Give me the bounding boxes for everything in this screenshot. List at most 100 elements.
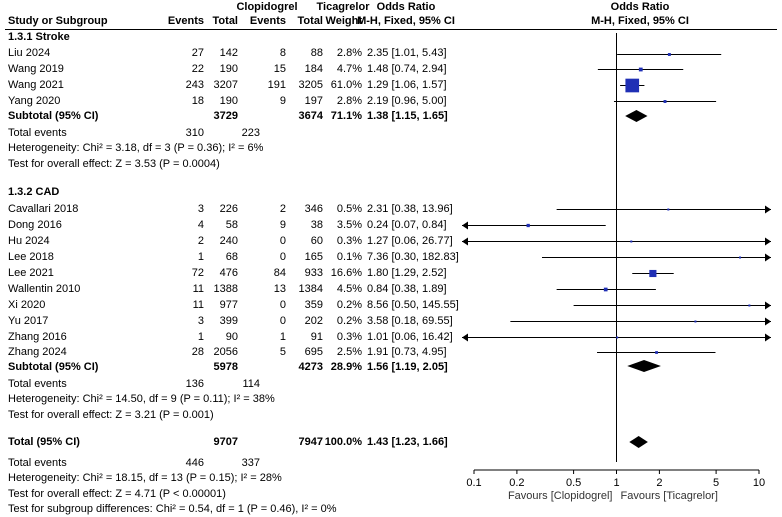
study-name: Xi 2020: [8, 299, 46, 311]
section-title: 1.3.1 Stroke: [8, 31, 70, 43]
ci-cell: 8.56 [0.50, 145.55]: [367, 299, 459, 311]
total2-cell: 695: [304, 346, 323, 358]
events2-cell: 84: [273, 267, 286, 279]
ci-cell: 1.27 [0.06, 26.77]: [367, 235, 453, 247]
x-tick-label: 1: [613, 477, 619, 489]
study-point: [649, 269, 657, 278]
weight-cell: 2.8%: [336, 95, 362, 107]
x-tick-label: 5: [713, 477, 719, 489]
study-point: [603, 287, 608, 292]
weight-cell: 0.2%: [336, 315, 362, 327]
study-name: Wang 2021: [8, 79, 64, 91]
ci-cell: 2.19 [0.96, 5.00]: [367, 95, 447, 107]
total-label: Total (95% CI): [8, 436, 80, 448]
events1-cell: 22: [191, 63, 204, 75]
total1-cell: 142: [219, 47, 238, 59]
subtotal-ci: 1.56 [1.19, 2.05]: [367, 361, 448, 373]
total-events1: 136: [185, 378, 204, 390]
total1-cell: 90: [225, 331, 238, 343]
total-total1: 9707: [213, 436, 238, 448]
events1-cell: 4: [197, 219, 204, 231]
x-tick-label: 0.2: [509, 477, 524, 489]
total1-cell: 68: [225, 251, 238, 263]
total1-cell: 58: [225, 219, 238, 231]
events1-cell: 1: [197, 251, 204, 263]
study-name: Lee 2021: [8, 267, 54, 279]
overall-effect-text: Test for overall effect: Z = 4.71 (P < 0…: [8, 488, 226, 500]
study-name: Cavallari 2018: [8, 203, 79, 215]
x-tick-label: 0.5: [566, 477, 581, 489]
study-header: Study or Subgroup: [8, 15, 108, 27]
overall-effect-text: Test for overall effect: Z = 3.21 (P = 0…: [8, 409, 214, 421]
events1-cell: 28: [191, 346, 204, 358]
subtotal-total2: 4273: [298, 361, 323, 373]
events2-cell: 9: [279, 219, 286, 231]
pooled-diamond: [627, 360, 661, 372]
events2-cell: 191: [267, 79, 286, 91]
study-name: Wang 2019: [8, 63, 64, 75]
subtotal-weight: 71.1%: [330, 110, 362, 122]
weight-cell: 2.8%: [336, 47, 362, 59]
total-events2: 114: [242, 378, 260, 390]
weight-cell: 0.1%: [336, 251, 362, 263]
study-point: [667, 53, 671, 56]
overall-total-events1: 446: [185, 457, 204, 469]
total1-header: Total: [212, 15, 238, 27]
total-events-label: Total events: [8, 378, 67, 390]
weight-header: Weight: [325, 15, 362, 27]
weight-cell: 0.3%: [336, 235, 362, 247]
section-title: 1.3.2 CAD: [8, 186, 60, 198]
study-point: [655, 351, 658, 354]
ci-arrow-right: [765, 253, 771, 262]
total2-header: Total: [297, 15, 323, 27]
ci-cell: 2.35 [1.01, 5.43]: [367, 47, 447, 59]
subtotal-total1: 3729: [213, 110, 238, 122]
total2-cell: 933: [304, 267, 323, 279]
events1-cell: 1: [197, 331, 204, 343]
ci-cell: 1.80 [1.29, 2.52]: [367, 267, 447, 279]
group1-header: Clopidogrel: [236, 1, 298, 13]
heterogeneity-text: Heterogeneity: Chi² = 3.18, df = 3 (P = …: [8, 142, 264, 154]
favours-right-label: Favours [Ticagrelor]: [621, 490, 718, 502]
subtotal-weight: 28.9%: [330, 361, 362, 373]
study-point: [616, 336, 619, 339]
study-point: [748, 304, 751, 307]
total1-cell: 476: [219, 267, 238, 279]
study-point: [667, 208, 670, 211]
events2-cell: 0: [279, 299, 286, 311]
events2-cell: 0: [279, 251, 286, 263]
weight-cell: 0.2%: [336, 299, 362, 311]
total-events-label: Total events: [8, 127, 67, 139]
total2-cell: 197: [304, 95, 323, 107]
total2-cell: 202: [304, 315, 323, 327]
subtotal-total1: 5978: [213, 361, 238, 373]
events2-cell: 8: [279, 47, 286, 59]
study-point: [625, 78, 640, 93]
total-weight: 100.0%: [324, 436, 362, 448]
events2-cell: 5: [279, 346, 286, 358]
plot-method-header: M-H, Fixed, 95% CI: [591, 15, 689, 27]
ci-cell: 7.36 [0.30, 182.83]: [367, 251, 459, 263]
weight-cell: 3.5%: [336, 219, 362, 231]
study-point: [526, 223, 530, 228]
study-point: [638, 67, 643, 72]
total1-cell: 3207: [213, 79, 238, 91]
plot-title-header: Odds Ratio: [610, 1, 670, 13]
study-name: Hu 2024: [8, 235, 50, 247]
ci-cell: 0.84 [0.38, 1.89]: [367, 283, 447, 295]
weight-cell: 4.5%: [336, 283, 362, 295]
or-method-header: M-H, Fixed, 95% CI: [357, 15, 455, 27]
total-events-label: Total events: [8, 457, 67, 469]
events2-cell: 2: [279, 203, 286, 215]
total2-cell: 91: [310, 331, 323, 343]
total-ci: 1.43 [1.23, 1.66]: [367, 436, 448, 448]
ci-arrow-right: [765, 205, 771, 214]
ci-arrow-right: [765, 301, 771, 310]
study-point: [663, 100, 667, 103]
weight-cell: 0.3%: [336, 331, 362, 343]
events2-cell: 0: [279, 315, 286, 327]
events1-cell: 27: [191, 47, 204, 59]
events1-cell: 11: [192, 299, 204, 311]
total1-cell: 399: [219, 315, 238, 327]
